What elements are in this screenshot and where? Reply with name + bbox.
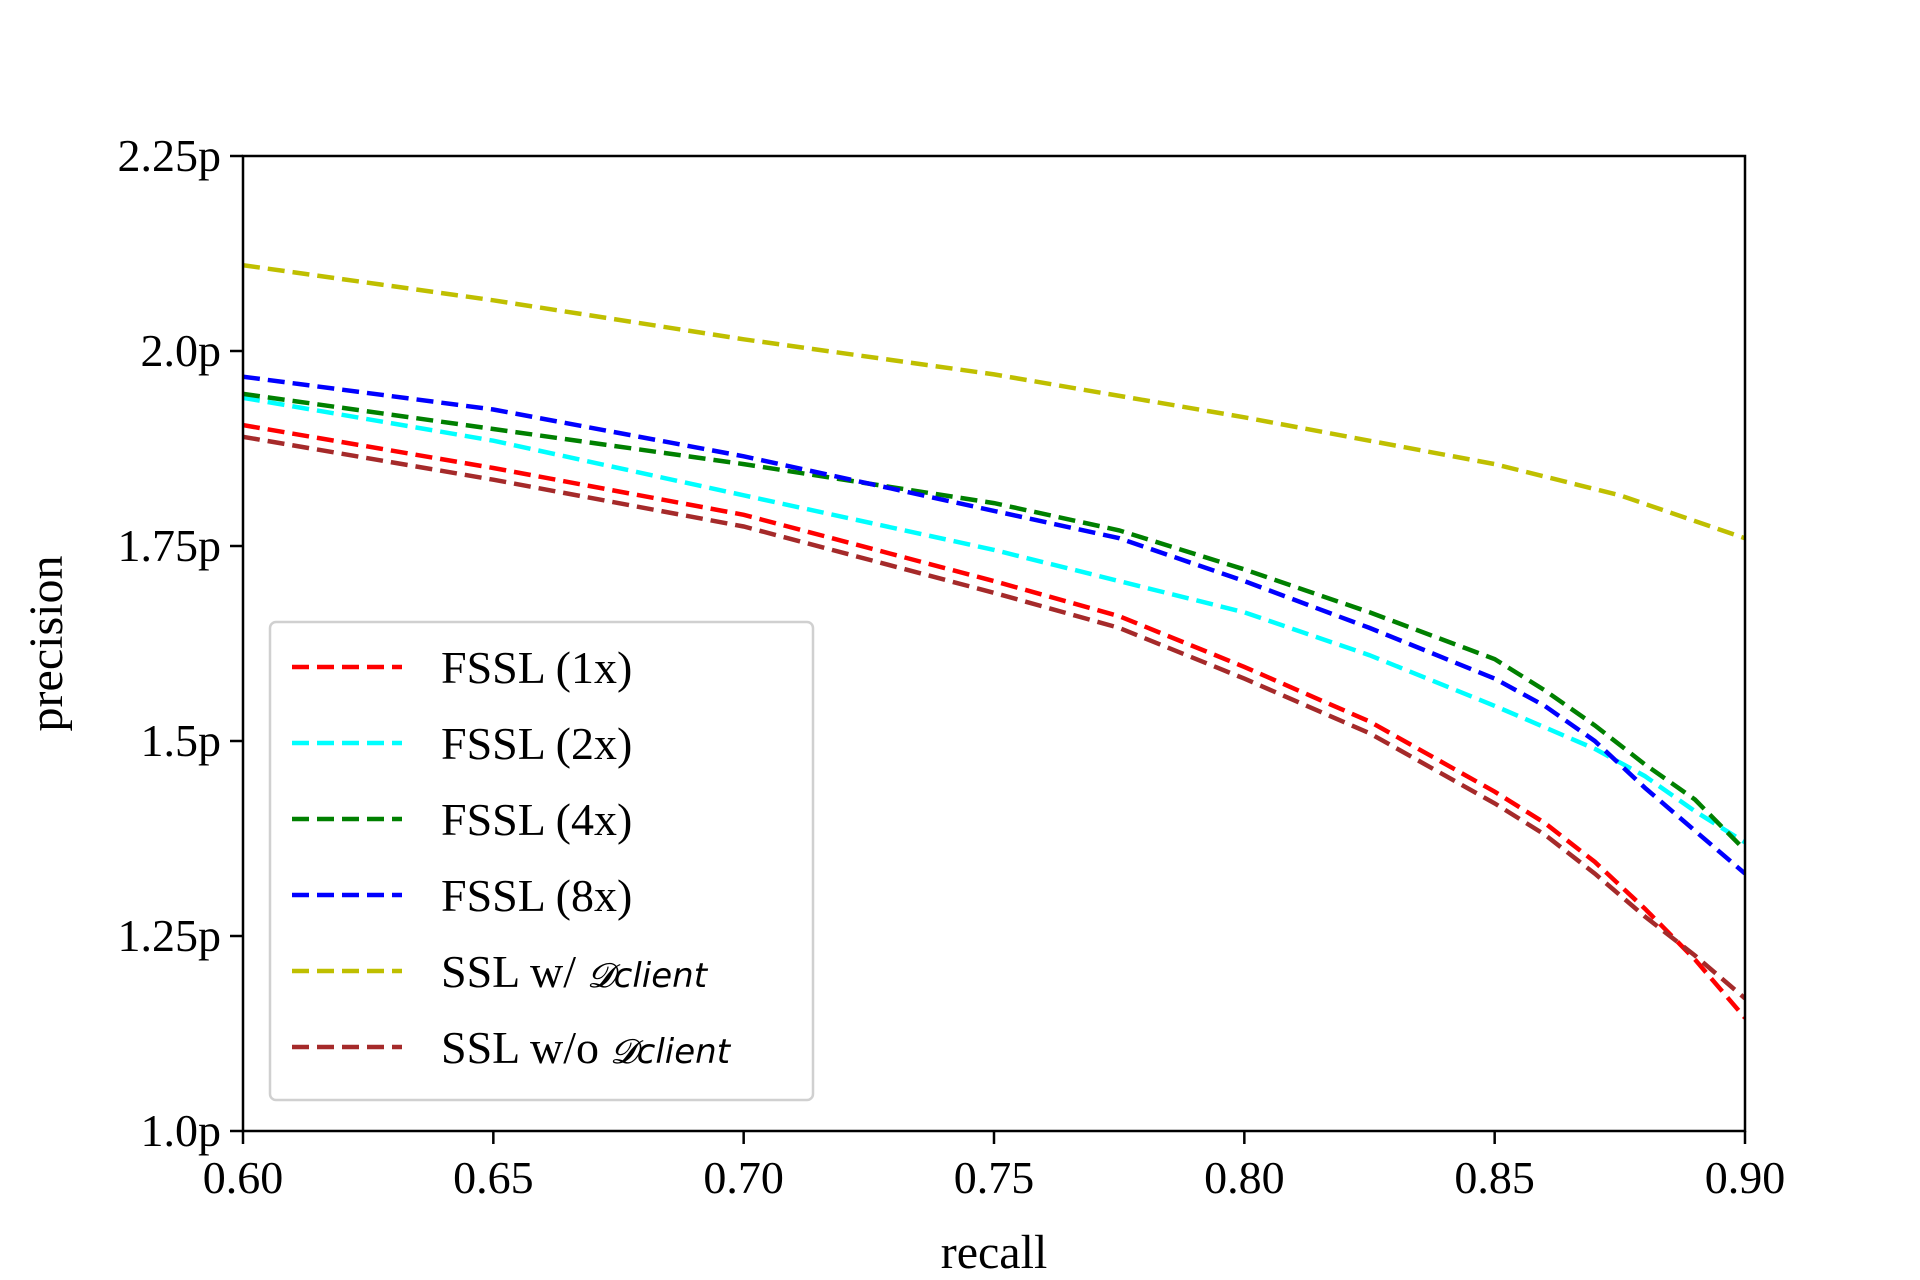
x-tick-label: 0.85 (1454, 1152, 1535, 1203)
series-line (243, 262, 1745, 541)
x-tick-label: 0.70 (703, 1152, 784, 1203)
y-axis: 1.0p 1.25p 1.5p 1.75p 2.0p 2.25p (118, 130, 243, 1156)
x-tick-label: 0.60 (203, 1152, 284, 1203)
series-line (243, 434, 1745, 1001)
series-line (243, 395, 1745, 845)
y-tick-label: 2.25p (118, 130, 222, 181)
series-line (243, 422, 1745, 1020)
series-layer (243, 262, 1745, 1020)
x-tick-label: 0.80 (1204, 1152, 1285, 1203)
y-axis-label: precision (20, 556, 73, 732)
legend: FSSL (1x) FSSL (2x) FSSL (4x) FSSL (8x) SSL … (268, 620, 815, 1102)
x-tick-label: 0.75 (954, 1152, 1035, 1203)
legend-entry-label: FSSL (8x) (441, 870, 632, 921)
y-tick-label: 2.0p (141, 325, 222, 376)
x-axis: 0.60 0.65 0.70 0.75 0.80 0.85 0.90 (203, 1131, 1786, 1203)
legend-box (268, 620, 815, 1102)
legend-entry-label: FSSL (4x) (441, 794, 632, 845)
legend-math-label: 𝓓client (588, 956, 709, 996)
x-tick-label: 0.90 (1705, 1152, 1786, 1203)
series-line (243, 374, 1745, 876)
x-tick-label: 0.65 (453, 1152, 534, 1203)
x-axis-label: recall (941, 1226, 1048, 1279)
y-tick-label: 1.75p (118, 520, 222, 571)
y-tick-label: 1.0p (141, 1105, 222, 1156)
y-tick-label: 1.5p (141, 715, 222, 766)
series-line (243, 391, 1745, 852)
legend-entry-label: SSL w/o 𝓓client (441, 1022, 732, 1073)
y-tick-label: 1.25p (118, 910, 222, 961)
legend-math-label: 𝓓client (611, 1032, 732, 1072)
legend-entry-label: FSSL (1x) (441, 642, 632, 693)
legend-entry-label: FSSL (2x) (441, 718, 632, 769)
